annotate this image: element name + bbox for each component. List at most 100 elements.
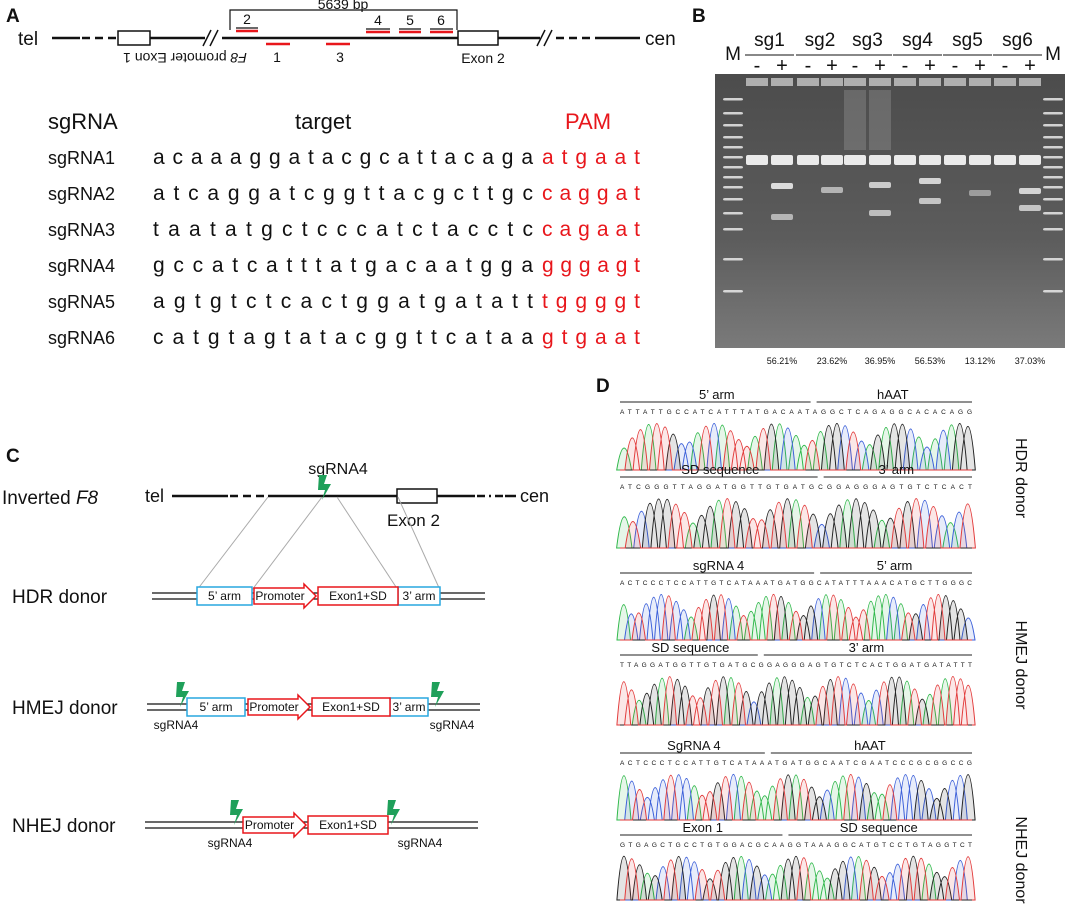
inverted-locus — [172, 488, 516, 591]
lane-labels: sg1- +56.21%sg2- +23.62%sg3- +36.95%sg4- +56… — [745, 30, 1045, 366]
trace-peaks — [620, 422, 976, 471]
panel-label: B — [692, 6, 706, 27]
site-number: 5 — [406, 12, 414, 28]
lane-label: sg3 — [852, 30, 883, 51]
trace-peaks — [620, 856, 972, 901]
gel-band — [969, 155, 991, 165]
gel-band — [771, 155, 793, 165]
cut-site-bolt — [431, 682, 444, 707]
gel-well — [1019, 78, 1041, 86]
sgrna-label: sgRNA4 — [208, 836, 253, 850]
sgrna-name: sgRNA3 — [48, 220, 115, 240]
donor-label: HDR donor — [12, 587, 108, 608]
efficiency-label: 37.03% — [1015, 356, 1046, 366]
gel-band — [844, 155, 866, 165]
target-sequence: gccatcatttatgacaatgga — [153, 254, 533, 277]
cut-site-bolt — [387, 800, 400, 825]
plus-sign: + — [924, 55, 936, 77]
gel-well — [771, 78, 793, 86]
gel-band — [797, 155, 819, 165]
plus-sign: + — [874, 55, 886, 77]
gel-band — [919, 178, 941, 184]
gel-band — [1043, 258, 1063, 261]
promoter-arrow — [247, 693, 312, 721]
marker-label: M — [725, 44, 741, 65]
gel-well — [944, 78, 966, 86]
sgrna-name: sgRNA5 — [48, 292, 115, 312]
pam-sequence: tggggt — [542, 290, 640, 313]
gel-band — [969, 190, 991, 196]
trace-peaks — [620, 773, 972, 821]
cen-label: cen — [520, 486, 549, 506]
gel-band — [723, 198, 743, 201]
donor-side-label: HDR donor — [1012, 438, 1029, 519]
pam-sequence: gggagt — [542, 254, 640, 277]
exon-label: Exon1+SD — [322, 700, 380, 714]
trace-peaks — [620, 593, 972, 641]
segment-label: 3’ arm — [878, 462, 914, 477]
segment-label: sgRNA 4 — [693, 558, 744, 573]
locus-text: Inverted — [2, 488, 71, 509]
gel-band — [1043, 176, 1063, 179]
sgrna-label: sgRNA4 — [430, 718, 475, 732]
marker-label: M — [1045, 44, 1061, 65]
site-number: 1 — [273, 49, 281, 65]
site-number: 3 — [336, 49, 344, 65]
gel-band — [869, 182, 891, 188]
gel-band — [1043, 166, 1063, 169]
gel-band — [723, 176, 743, 179]
panel-label: D — [596, 376, 610, 397]
plus-sign: + — [826, 55, 838, 77]
segment-label: 5’ arm — [877, 558, 913, 573]
lane-label: sg2 — [805, 30, 836, 51]
pam-sequence: cagaat — [542, 218, 640, 241]
gel-band — [723, 166, 743, 169]
segment-label: 3’ arm — [849, 640, 885, 655]
gel-band — [1043, 146, 1063, 149]
target-sequence: atcaggatcggttacgcttgc — [153, 182, 533, 205]
chromatograms: 5’ arm hAAT ATTATTGCCATCATTTATGACAATAGGCTC… — [616, 387, 976, 901]
sgrna-label: sgRNA4 — [398, 836, 443, 850]
locus-label: Inverted F8 — [2, 488, 99, 509]
pam-sequence: atgaat — [542, 146, 640, 169]
arm-label: 3’ arm — [403, 589, 436, 603]
promoter-label: Promoter — [245, 818, 294, 832]
gel-well — [746, 78, 768, 86]
sgrna-label: sgRNA4 — [154, 718, 199, 732]
trace-peaks — [616, 676, 976, 726]
pam-sequence: gtgaat — [542, 326, 640, 349]
gel-well — [821, 78, 843, 86]
efficiency-label: 23.62% — [817, 356, 848, 366]
segment-label: SgRNA 4 — [667, 738, 720, 753]
gel-band — [1043, 290, 1063, 293]
efficiency-label: 13.12% — [965, 356, 996, 366]
lane-label: sg5 — [952, 30, 983, 51]
gel-well — [844, 78, 866, 86]
site-number: 2 — [243, 11, 251, 27]
efficiency-label: 36.95% — [865, 356, 896, 366]
gel-band — [723, 98, 743, 101]
gel-band — [1019, 205, 1041, 211]
donor-label: HMEJ donor — [12, 698, 118, 719]
sgrna-name: sgRNA6 — [48, 328, 115, 348]
exon1-label: F8 promoter Exon 1 — [123, 50, 247, 66]
target-sequence: taatatgctcccatctacctc — [153, 218, 533, 241]
promoter-label: Promoter — [255, 589, 304, 603]
cut-site-bolt — [176, 682, 189, 707]
gel-band — [1043, 186, 1063, 189]
gel-band — [1043, 156, 1063, 159]
donor-side-label: NHEJ donor — [1012, 816, 1029, 904]
trace-peaks — [620, 498, 972, 549]
tel-label: tel — [18, 29, 38, 50]
base-calls: ACTCCCTCCATTGTCATAAATGATGGCAATCGAATCCCGC… — [620, 760, 972, 767]
base-calls: ATTATTGCCATCATTTATGACAATAGGCTCAGAGGCACAC… — [620, 409, 972, 416]
base-calls: ATCGGGTTAGGATGGTTGTGATGCGGAGGGAGTGTCTCAC… — [620, 484, 972, 491]
arm-box — [196, 586, 253, 606]
lane-label: sg4 — [902, 30, 933, 51]
gel-band — [1043, 212, 1063, 215]
table-header: PAM — [565, 109, 611, 134]
minus-sign: - — [805, 55, 812, 77]
trace-peaks — [620, 676, 972, 726]
gel-band — [723, 290, 743, 293]
